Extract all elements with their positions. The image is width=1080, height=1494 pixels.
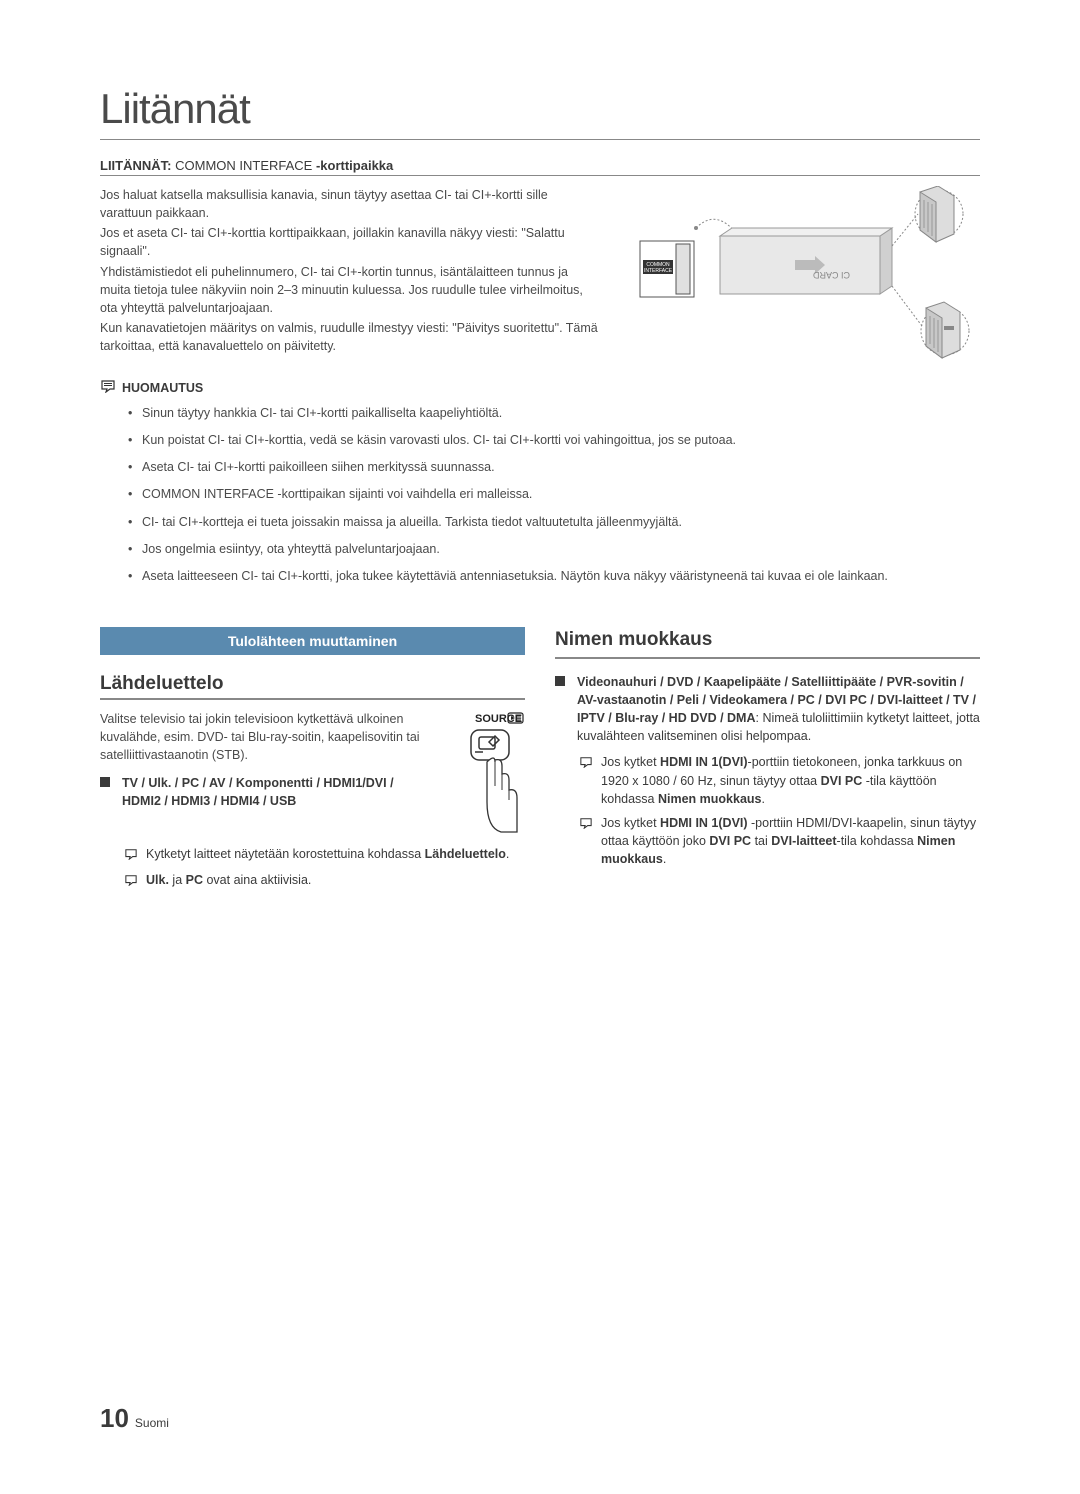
left-column: Tulolähteen muuttaminen Lähdeluettelo Va… (100, 627, 525, 897)
note-bullet: Jos ongelmia esiintyy, ota yhteyttä palv… (128, 540, 980, 558)
note-icon (100, 379, 116, 396)
left-subnote-1: Kytketyt laitteet näytetään korostettuin… (124, 845, 525, 865)
section-header-suffix: -korttipaikka (316, 158, 393, 173)
note-bullet: Sinun täytyy hankkia CI- tai CI+-kortti … (128, 404, 980, 422)
intro-block: Jos haluat katsella maksullisia kanavia,… (100, 186, 980, 361)
square-bullet-icon (100, 777, 110, 787)
note-bullet: Kun poistat CI- tai CI+-korttia, vedä se… (128, 431, 980, 449)
banner-left: Tulolähteen muuttaminen (100, 627, 525, 655)
note-icon (579, 816, 593, 868)
subnote-text: . (762, 792, 765, 806)
note-label: HUOMAUTUS (122, 381, 203, 395)
right-subnote-2: Jos kytket HDMI IN 1(DVI) -porttiin HDMI… (579, 814, 980, 868)
left-square-item: TV / Ulk. / PC / AV / Komponentti / HDMI… (100, 774, 435, 810)
subnote-text: -tila kohdassa (837, 834, 918, 848)
page-title: Liitännät (100, 85, 980, 140)
subnote-text: Jos kytket (601, 816, 660, 830)
page-footer: 10 Suomi (100, 1403, 169, 1434)
intro-paragraph: Kun kanavatietojen määritys on valmis, r… (100, 319, 600, 355)
remote-source-diagram: SOURCE (447, 710, 525, 845)
subnote-text: . (506, 847, 509, 861)
subnote-text: ovat aina aktiivisia. (203, 873, 311, 887)
subnote-bold: DVI PC (821, 774, 863, 788)
subnote-bold: DVI PC (709, 834, 751, 848)
intro-paragraph: Jos et aseta CI- tai CI+-korttia korttip… (100, 224, 600, 260)
intro-text: Jos haluat katsella maksullisia kanavia,… (100, 186, 600, 361)
right-column: Nimen muokkaus Videonauhuri / DVD / Kaap… (555, 627, 980, 897)
right-heading: Nimen muokkaus (555, 629, 980, 659)
note-bullet: COMMON INTERFACE -korttipaikan sijainti … (128, 485, 980, 503)
right-square-item: Videonauhuri / DVD / Kaapelipääte / Sate… (555, 673, 980, 746)
subnote-bold: Ulk. (146, 873, 169, 887)
left-square-text: TV / Ulk. / PC / AV / Komponentti / HDMI… (122, 774, 435, 810)
note-title: HUOMAUTUS (100, 379, 980, 396)
note-icon (124, 873, 138, 891)
intro-paragraph: Jos haluat katsella maksullisia kanavia,… (100, 186, 600, 222)
subnote-bold: HDMI IN 1(DVI) (660, 816, 748, 830)
section-header-mid: COMMON INTERFACE (172, 158, 316, 173)
card-label: CI CARD (812, 270, 850, 280)
subnote-text: ja (169, 873, 186, 887)
intro-paragraph: Yhdistämistiedot eli puhelinnumero, CI- … (100, 263, 600, 317)
subnote-text: Kytketyt laitteet näytetään korostettuin… (146, 847, 425, 861)
page-language: Suomi (135, 1416, 169, 1430)
subnote-text: . (663, 852, 666, 866)
note-bullet: Aseta laitteeseen CI- tai CI+-kortti, jo… (128, 567, 980, 585)
note-icon (124, 847, 138, 865)
square-bullet-icon (555, 676, 565, 686)
left-subnote-2: Ulk. ja PC ovat aina aktiivisia. (124, 871, 525, 891)
two-column-section: Tulolähteen muuttaminen Lähdeluettelo Va… (100, 627, 980, 897)
subnote-text: Jos kytket (601, 755, 660, 769)
slot-label-2: INTERFACE (644, 268, 673, 274)
section-header: LIITÄNNÄT: COMMON INTERFACE -korttipaikk… (100, 158, 980, 176)
subnote-bold: HDMI IN 1(DVI) (660, 755, 748, 769)
note-bullet-list: Sinun täytyy hankkia CI- tai CI+-kortti … (100, 404, 980, 585)
right-subnote-1: Jos kytket HDMI IN 1(DVI)-porttiin tieto… (579, 753, 980, 807)
subnote-text: tai (751, 834, 771, 848)
section-header-prefix: LIITÄNNÄT: (100, 158, 172, 173)
note-bullet: CI- tai CI+-kortteja ei tueta joissakin … (128, 513, 980, 531)
subnote-bold: PC (186, 873, 203, 887)
note-icon (579, 755, 593, 807)
subnote-bold: DVI-laitteet (771, 834, 836, 848)
note-bullet: Aseta CI- tai CI+-kortti paikoilleen sii… (128, 458, 980, 476)
left-body-text: Valitse televisio tai jokin televisioon … (100, 710, 435, 764)
subnote-bold: Nimen muokkaus (658, 792, 762, 806)
subnote-bold: Lähdeluettelo (425, 847, 506, 861)
ci-card-diagram: COMMON INTERFACE CI CARD (620, 186, 980, 361)
page-number: 10 (100, 1403, 129, 1434)
left-heading: Lähdeluettelo (100, 673, 525, 700)
